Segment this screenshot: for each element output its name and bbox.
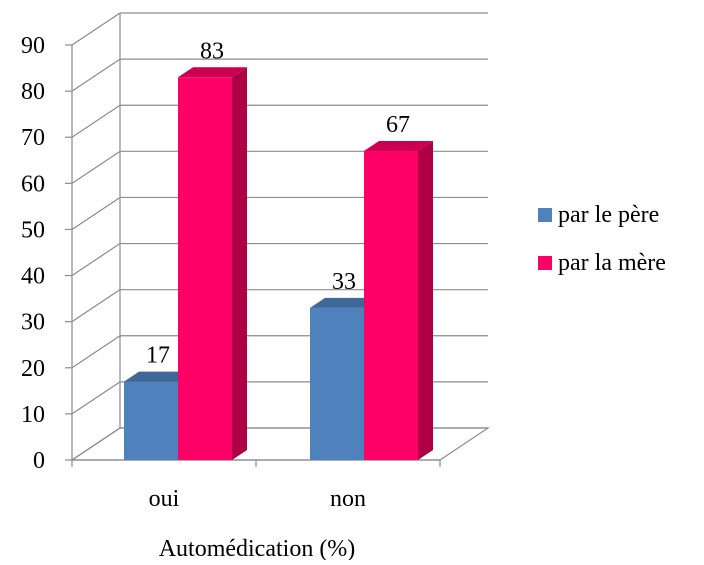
gridline-side bbox=[71, 150, 121, 184]
bar bbox=[124, 381, 178, 460]
gridline-side bbox=[71, 427, 121, 461]
y-tick-label: 30 bbox=[21, 310, 45, 336]
y-tick-label: 80 bbox=[21, 79, 45, 105]
y-tick-label: 90 bbox=[21, 33, 45, 59]
y-tick-label: 40 bbox=[21, 264, 45, 290]
bar-top bbox=[124, 371, 193, 382]
y-tick-label: 60 bbox=[21, 171, 45, 197]
bar-side bbox=[418, 141, 433, 461]
bar-side bbox=[232, 67, 247, 461]
y-tick-label: 50 bbox=[21, 217, 45, 243]
bar bbox=[364, 151, 418, 461]
bar-top bbox=[310, 297, 379, 308]
x-category-label: oui bbox=[149, 486, 180, 512]
bar-top bbox=[364, 141, 433, 152]
y-tick-label: 10 bbox=[21, 402, 45, 428]
y-tick-label: 70 bbox=[21, 125, 45, 151]
data-label: 83 bbox=[200, 38, 224, 64]
data-label: 17 bbox=[146, 343, 170, 369]
legend: par le père par la mère bbox=[538, 202, 666, 276]
bar bbox=[310, 307, 364, 460]
bar bbox=[178, 77, 232, 461]
gridline-side bbox=[71, 104, 121, 138]
x-category-label: non bbox=[330, 486, 366, 512]
gridline-side bbox=[71, 289, 121, 323]
bar-top bbox=[178, 67, 247, 78]
bars bbox=[124, 67, 433, 461]
gridline-side bbox=[71, 12, 121, 46]
gridline-side bbox=[71, 381, 121, 415]
y-tick-label: 0 bbox=[33, 448, 45, 474]
gridline-side bbox=[71, 335, 121, 369]
legend-swatch bbox=[538, 256, 552, 270]
gridline-side bbox=[71, 58, 121, 92]
data-label: 33 bbox=[332, 269, 356, 295]
gridline-side bbox=[71, 196, 121, 230]
x-axis-title: Automédication (%) bbox=[159, 536, 356, 560]
gridline-side bbox=[71, 243, 121, 277]
legend-swatch bbox=[538, 208, 552, 222]
data-label: 67 bbox=[386, 112, 410, 138]
labels: 0 10 20 30 40 50 60 70 80 90 17 83 oui 33 67 non Automéd… bbox=[21, 33, 410, 562]
y-tick-label: 20 bbox=[21, 356, 45, 382]
legend-label: par le père bbox=[558, 202, 659, 228]
legend-label: par la mère bbox=[558, 250, 666, 276]
